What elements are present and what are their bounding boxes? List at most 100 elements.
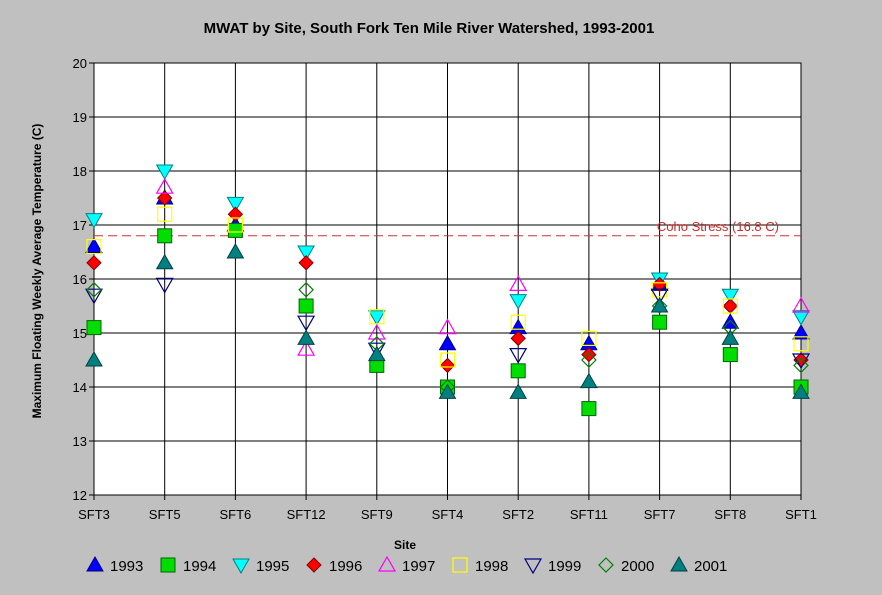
data-point: [86, 320, 102, 336]
data-point: [155, 164, 174, 181]
data-point: [652, 314, 668, 330]
data-point: [510, 363, 526, 379]
data-point: [85, 213, 103, 229]
data-point: [581, 330, 597, 346]
data-point: [509, 294, 528, 310]
legend-label: 2001: [694, 558, 727, 575]
coho-stress-label: Coho Stress (16.8 C): [657, 219, 779, 234]
legend-marker: [160, 557, 176, 573]
legend-marker: [670, 555, 688, 572]
data-point: [438, 318, 457, 335]
data-point: [509, 275, 528, 291]
axes: 12 13 14 15 16 17 18 19 20 SFT3 SFT5 SFT6 SFT12 SFT9 S…: [73, 56, 817, 522]
y-tick-label: 15: [73, 326, 87, 341]
data-point: [297, 339, 316, 356]
x-tick-label: SFT6: [220, 507, 252, 522]
data-point: [792, 310, 810, 326]
data-point: [580, 372, 598, 389]
data-point: [722, 298, 738, 314]
data-point: [157, 228, 173, 244]
x-axis-label: Site: [394, 538, 416, 552]
data-point: [581, 401, 597, 417]
data-point: [298, 298, 314, 314]
data-point: [297, 245, 315, 262]
legend-marker: [232, 558, 250, 575]
data-point: [581, 346, 597, 363]
data-point: [651, 276, 668, 293]
chart-title: MWAT by Site, South Fork Ten Mile River …: [204, 20, 655, 37]
grid-lines: [94, 63, 801, 495]
data-point: [793, 336, 809, 352]
legend-label: 1994: [183, 558, 216, 575]
data-markers: [84, 164, 811, 417]
legend-item-1993: 1993: [86, 555, 143, 575]
x-tick-label: SFT5: [149, 507, 181, 522]
x-tick-label: SFT12: [287, 507, 326, 522]
legend-item-1995: 1995: [232, 558, 289, 575]
legend-marker: [523, 558, 543, 575]
x-tick-label: SFT1: [785, 507, 817, 522]
y-axis-label: Maximum Floating Weekly Average Temperat…: [30, 124, 44, 419]
y-tick-label: 18: [73, 164, 87, 179]
legend-marker: [306, 557, 322, 573]
x-tick-label: SFT4: [432, 507, 464, 522]
data-point: [793, 357, 809, 374]
legend-item-1997: 1997: [377, 555, 435, 575]
data-point: [722, 347, 738, 363]
data-point: [510, 330, 526, 347]
data-point: [155, 253, 174, 270]
legend-item-1996: 1996: [306, 557, 362, 575]
data-point: [792, 323, 810, 340]
y-tick-label: 12: [73, 488, 87, 503]
data-point: [438, 383, 457, 399]
y-tick-label: 16: [73, 272, 87, 287]
y-tick-label: 13: [73, 434, 87, 449]
data-point: [297, 329, 315, 345]
x-tick-label: SFT2: [502, 507, 534, 522]
data-point: [439, 357, 456, 374]
data-point: [581, 352, 597, 368]
y-tick-label: 19: [73, 110, 87, 125]
data-point: [721, 329, 740, 345]
data-point: [297, 315, 316, 332]
data-point: [509, 383, 528, 399]
legend-item-2000: 2000: [598, 557, 654, 575]
data-point: [369, 309, 385, 325]
data-point: [651, 298, 668, 314]
data-point: [439, 352, 456, 368]
series-2001: [85, 242, 810, 399]
data-point: [227, 222, 243, 238]
data-point: [155, 277, 174, 294]
data-point: [510, 314, 526, 330]
data-point: [155, 177, 174, 194]
data-point: [367, 345, 386, 362]
legend-item-2001: 2001: [670, 555, 727, 575]
legend-item-1999: 1999: [523, 558, 581, 575]
legend-marker: [86, 555, 104, 572]
series-1997: [155, 177, 811, 356]
data-point: [156, 190, 173, 206]
data-point: [86, 281, 102, 298]
data-point: [226, 242, 245, 259]
data-point: [509, 348, 528, 364]
x-tick-label: SFT8: [714, 507, 746, 522]
data-point: [721, 288, 740, 305]
legend-label: 1993: [110, 558, 143, 575]
legend-label: 1995: [256, 558, 289, 575]
legend-marker: [452, 557, 468, 573]
series-1995: [85, 164, 810, 326]
reference-line-group: Coho Stress (16.8 C): [94, 219, 801, 237]
legend: 1993 1994 1995 1996 1997 1998 1999 2000 2001: [86, 555, 727, 575]
y-tick-label: 20: [73, 56, 87, 71]
data-point: [791, 296, 811, 313]
series-1999: [84, 277, 811, 370]
y-tick-label: 17: [73, 218, 87, 233]
data-point: [86, 255, 102, 271]
data-point: [86, 239, 102, 255]
legend-marker: [377, 555, 397, 572]
data-point: [85, 237, 103, 254]
x-tick-label: SFT3: [78, 507, 110, 522]
data-point: [367, 342, 386, 359]
data-point: [438, 334, 457, 351]
